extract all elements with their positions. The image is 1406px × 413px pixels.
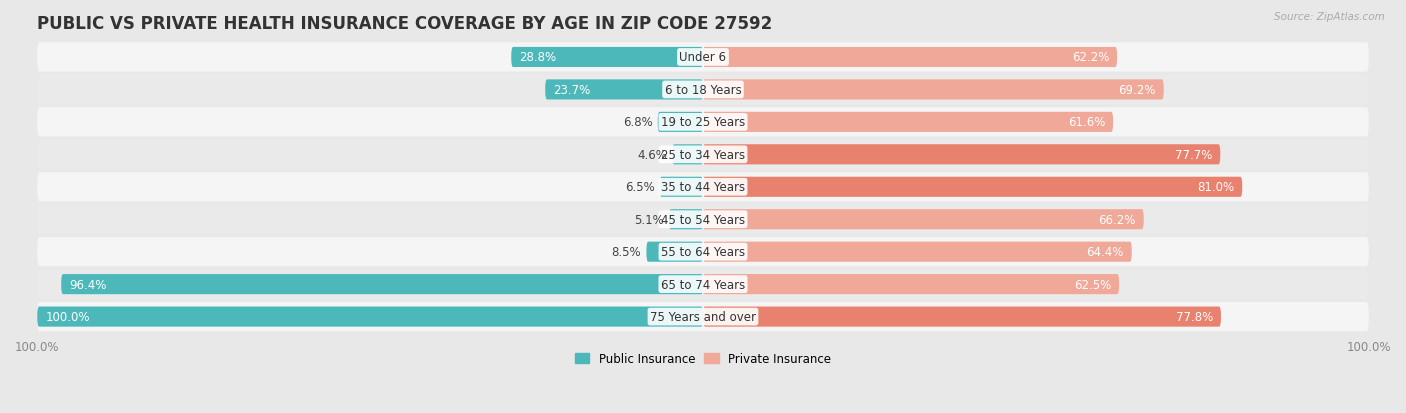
Text: 64.4%: 64.4% [1087, 246, 1123, 259]
FancyBboxPatch shape [703, 48, 1118, 68]
Text: Source: ZipAtlas.com: Source: ZipAtlas.com [1274, 12, 1385, 22]
FancyBboxPatch shape [669, 210, 703, 230]
Text: Under 6: Under 6 [679, 51, 727, 64]
FancyBboxPatch shape [703, 307, 1220, 327]
FancyBboxPatch shape [37, 270, 1369, 299]
Text: 45 to 54 Years: 45 to 54 Years [661, 213, 745, 226]
FancyBboxPatch shape [37, 108, 1369, 137]
Text: 100.0%: 100.0% [45, 310, 90, 323]
Text: 6.5%: 6.5% [624, 181, 654, 194]
FancyBboxPatch shape [647, 242, 703, 262]
Text: 6.8%: 6.8% [623, 116, 652, 129]
FancyBboxPatch shape [672, 145, 703, 165]
FancyBboxPatch shape [703, 210, 1143, 230]
Text: 35 to 44 Years: 35 to 44 Years [661, 181, 745, 194]
FancyBboxPatch shape [37, 237, 1369, 267]
Text: 77.7%: 77.7% [1175, 148, 1212, 161]
FancyBboxPatch shape [703, 242, 1132, 262]
FancyBboxPatch shape [546, 80, 703, 100]
Text: 62.5%: 62.5% [1074, 278, 1111, 291]
Text: 23.7%: 23.7% [553, 84, 591, 97]
Text: 75 Years and over: 75 Years and over [650, 310, 756, 323]
FancyBboxPatch shape [512, 48, 703, 68]
FancyBboxPatch shape [703, 145, 1220, 165]
FancyBboxPatch shape [37, 140, 1369, 169]
Text: 81.0%: 81.0% [1197, 181, 1234, 194]
Text: 8.5%: 8.5% [612, 246, 641, 259]
Text: 28.8%: 28.8% [519, 51, 557, 64]
Legend: Public Insurance, Private Insurance: Public Insurance, Private Insurance [571, 348, 835, 370]
Text: 96.4%: 96.4% [69, 278, 107, 291]
FancyBboxPatch shape [703, 80, 1164, 100]
FancyBboxPatch shape [37, 43, 1369, 72]
FancyBboxPatch shape [703, 274, 1119, 294]
Text: 65 to 74 Years: 65 to 74 Years [661, 278, 745, 291]
Text: 62.2%: 62.2% [1071, 51, 1109, 64]
FancyBboxPatch shape [37, 205, 1369, 234]
FancyBboxPatch shape [703, 177, 1243, 197]
FancyBboxPatch shape [37, 307, 703, 327]
Text: 5.1%: 5.1% [634, 213, 664, 226]
Text: 66.2%: 66.2% [1098, 213, 1136, 226]
FancyBboxPatch shape [62, 274, 703, 294]
Text: 61.6%: 61.6% [1067, 116, 1105, 129]
Text: 69.2%: 69.2% [1118, 84, 1156, 97]
Text: 4.6%: 4.6% [637, 148, 666, 161]
Text: 77.8%: 77.8% [1175, 310, 1213, 323]
FancyBboxPatch shape [659, 177, 703, 197]
Text: 55 to 64 Years: 55 to 64 Years [661, 246, 745, 259]
Text: 6 to 18 Years: 6 to 18 Years [665, 84, 741, 97]
FancyBboxPatch shape [658, 112, 703, 133]
FancyBboxPatch shape [37, 302, 1369, 331]
FancyBboxPatch shape [703, 112, 1114, 133]
Text: 25 to 34 Years: 25 to 34 Years [661, 148, 745, 161]
FancyBboxPatch shape [37, 76, 1369, 105]
Text: PUBLIC VS PRIVATE HEALTH INSURANCE COVERAGE BY AGE IN ZIP CODE 27592: PUBLIC VS PRIVATE HEALTH INSURANCE COVER… [37, 15, 772, 33]
FancyBboxPatch shape [37, 173, 1369, 202]
Text: 19 to 25 Years: 19 to 25 Years [661, 116, 745, 129]
